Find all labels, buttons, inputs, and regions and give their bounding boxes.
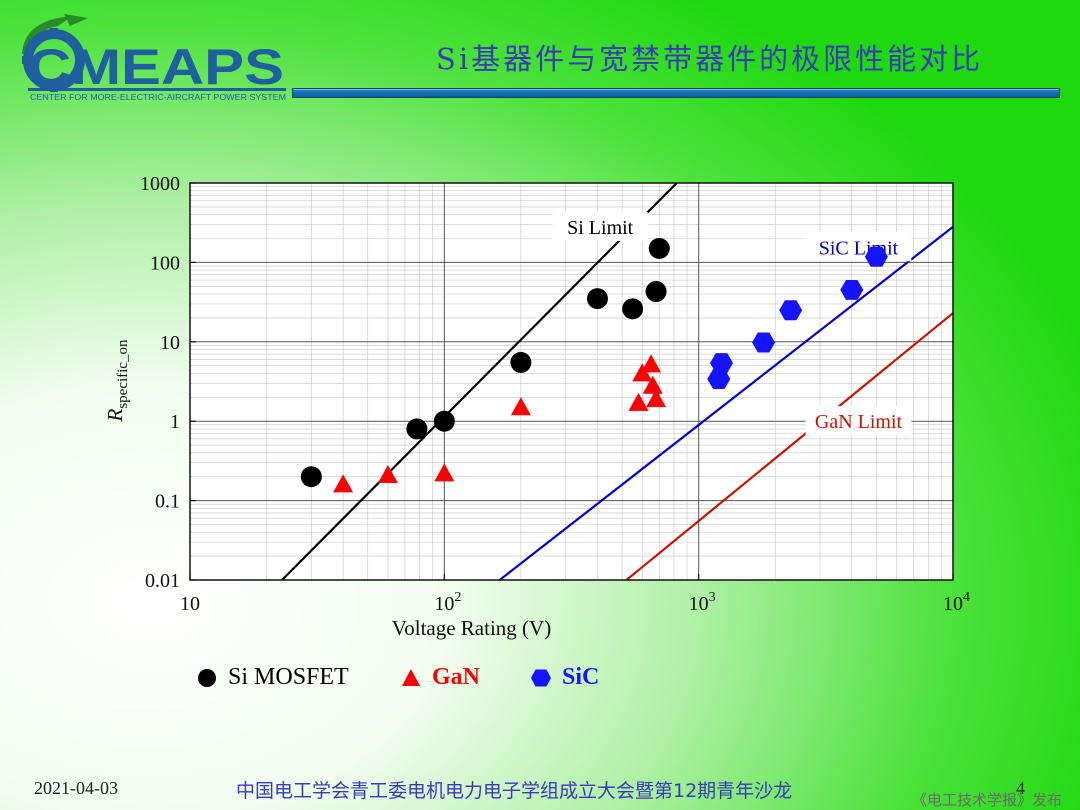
- black-circle-icon: [198, 668, 216, 687]
- gan-point: [632, 363, 653, 382]
- y-tick-label: 100: [150, 252, 180, 274]
- y-tick-label: 1: [170, 411, 180, 433]
- sic-point: [710, 353, 733, 373]
- x-tick-label: 10: [180, 593, 200, 615]
- gan-point: [646, 389, 667, 408]
- si-mosfet-point: [586, 288, 608, 310]
- x-tick-label: 103: [689, 590, 716, 615]
- watermark: 《电工技术学报》发布: [912, 791, 1063, 809]
- gan-point: [434, 463, 455, 482]
- limit-line: [625, 312, 953, 580]
- sic-point: [752, 332, 776, 353]
- footer-date: 2021-04-03: [34, 778, 118, 798]
- logo-text: CMEAPS: [28, 39, 284, 95]
- legend-label-si-mosfet: Si MOSFET: [228, 664, 349, 690]
- legend-item-sic: SiC: [530, 664, 599, 691]
- limit-label-box: [552, 211, 648, 241]
- sic-point: [779, 300, 803, 321]
- gan-point: [628, 392, 649, 411]
- gan-point: [642, 375, 663, 394]
- limit-label: GaN Limit: [815, 411, 903, 433]
- title-underline-bar: [292, 88, 1060, 98]
- y-tick-label: 1000: [140, 173, 180, 195]
- si-mosfet-point: [406, 418, 428, 440]
- limit-line: [498, 226, 953, 580]
- limit-label-box: [805, 232, 912, 262]
- limit-label: Si Limit: [567, 217, 634, 239]
- gan-point: [641, 354, 662, 373]
- legend-item-si-mosfet: Si MOSFET: [196, 664, 349, 691]
- red-triangle-icon: [402, 668, 420, 686]
- blue-hexagon-icon: [531, 669, 551, 686]
- gan-point: [333, 474, 354, 493]
- cmeaps-logo: CMEAPS CENTER FOR MORE-ELECTRIC-AIRCRAFT…: [14, 14, 304, 106]
- si-mosfet-point: [300, 466, 322, 488]
- x-tick-label: 104: [943, 590, 970, 615]
- logo-subtitle: CENTER FOR MORE-ELECTRIC-AIRCRAFT POWER …: [30, 92, 286, 102]
- x-axis-label: Voltage Rating (V): [392, 616, 551, 640]
- gan-point: [510, 397, 531, 416]
- gan-point: [377, 465, 398, 484]
- slide-title: Si基器件与宽禁带器件的极限性能对比: [436, 42, 984, 76]
- y-axis-label: Rspecific_on: [103, 339, 131, 422]
- si-mosfet-point: [510, 351, 532, 373]
- legend-label-sic: SiC: [562, 664, 600, 690]
- y-tick-label: 10: [160, 332, 180, 354]
- x-tick-label: 102: [434, 590, 461, 615]
- sic-point: [707, 369, 731, 389]
- y-tick-label: 0.1: [155, 491, 180, 513]
- sic-point: [864, 246, 888, 267]
- legend-item-gan: GaN: [400, 664, 480, 691]
- si-mosfet-point: [622, 298, 644, 320]
- limit-label-box: [805, 406, 912, 436]
- si-mosfet-point: [645, 281, 667, 303]
- log-scatter-chart: 0.01 0.1 1 10 100 1000 10 102 103 104 Voltage Rati…: [90, 165, 990, 645]
- footer-event-text: 中国电工学会青工委电机电力电子学组成立大会暨第12期青年沙龙: [236, 780, 793, 802]
- plot-frame: [189, 182, 954, 581]
- page-number: 4: [1016, 778, 1025, 798]
- legend-label-gan: GaN: [432, 664, 480, 690]
- si-mosfet-point: [648, 237, 670, 259]
- chart-legend: Si MOSFET GaN SiC: [196, 660, 796, 704]
- si-mosfet-point: [433, 410, 455, 432]
- limit-line: [281, 183, 678, 580]
- sic-point: [840, 280, 864, 300]
- y-tick-label: 0.01: [145, 570, 180, 592]
